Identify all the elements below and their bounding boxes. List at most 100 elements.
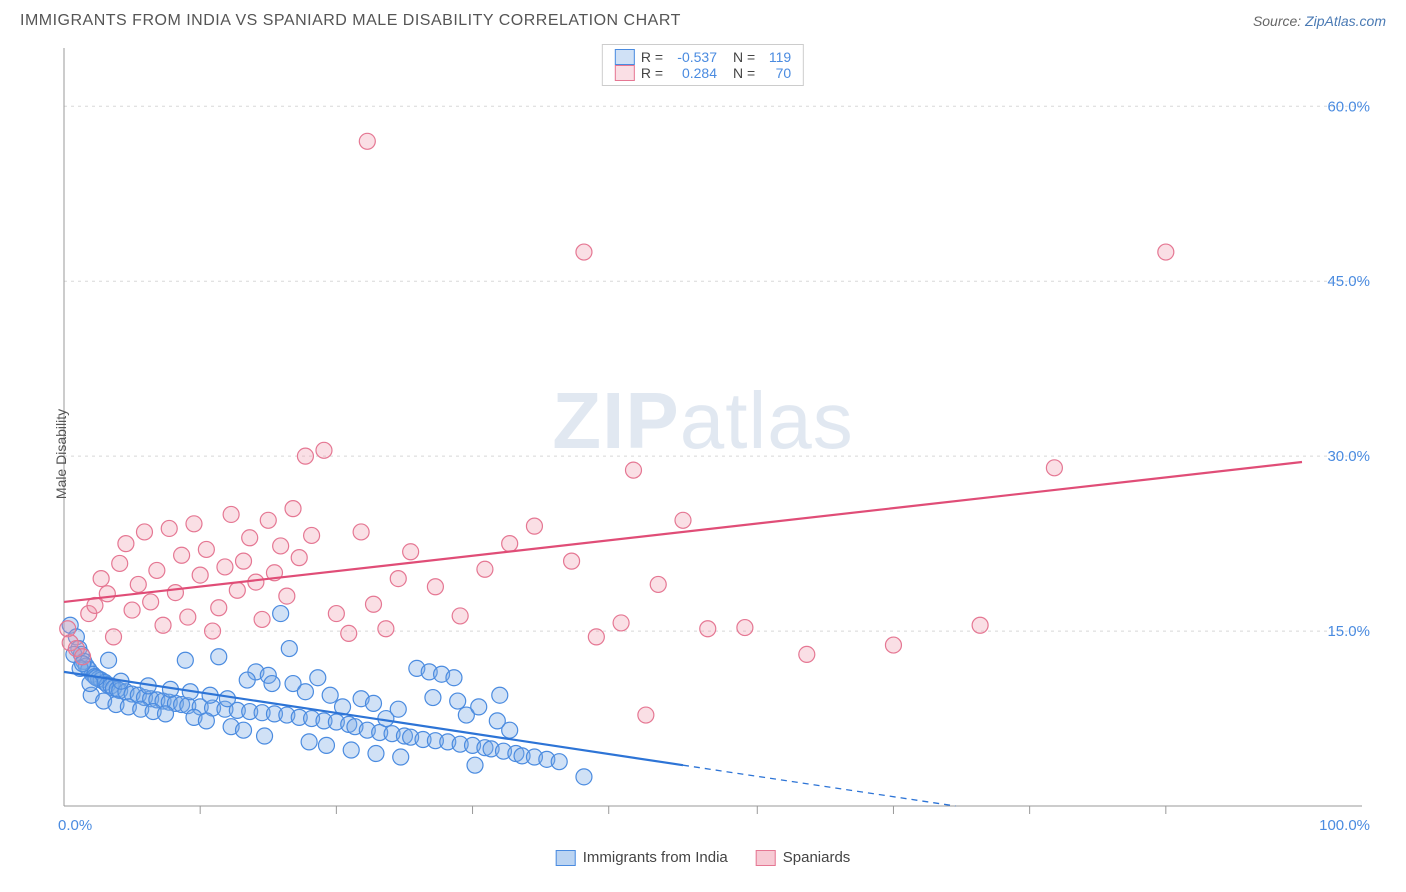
spaniards-point [885,637,901,653]
spaniards-point [161,520,177,536]
spaniards-point [205,623,221,639]
x-tick-label: 100.0% [1319,817,1370,834]
spaniards-point [248,574,264,590]
india-point [198,713,214,729]
spaniards-point [186,516,202,532]
spaniards-point [180,609,196,625]
spaniards-point [390,571,406,587]
legend-swatch [615,49,635,65]
india-point [450,693,466,709]
legend-row-spaniards: R =0.284N =70 [615,65,791,81]
india-point [467,757,483,773]
india-point [264,676,280,692]
spaniards-point [236,553,252,569]
spaniards-point [75,649,91,665]
spaniards-point [799,646,815,662]
spaniards-point [359,133,375,149]
r-value: -0.537 [669,49,717,65]
india-point [310,670,326,686]
spaniards-point [328,606,344,622]
india-point [297,684,313,700]
spaniards-point [99,586,115,602]
india-point [446,670,462,686]
india-point [281,641,297,657]
series-legend-item: Spaniards [756,849,851,866]
spaniards-point [588,629,604,645]
india-point [343,742,359,758]
scatter-chart: 15.0%30.0%45.0%60.0%0.0%100.0% [20,44,1386,864]
spaniards-point [174,547,190,563]
india-point [158,706,174,722]
spaniards-point [675,512,691,528]
spaniards-point [136,524,152,540]
series-name: Spaniards [783,849,851,866]
spaniards-point [564,553,580,569]
india-point [301,734,317,750]
india-point [393,749,409,765]
spaniards-point [155,617,171,633]
series-name: Immigrants from India [583,849,728,866]
source-attribution: Source: ZipAtlas.com [1253,13,1386,29]
spaniards-point [106,629,122,645]
india-point [318,737,334,753]
y-tick-label: 15.0% [1327,623,1370,640]
india-point [502,722,518,738]
spaniards-point [254,611,270,627]
spaniards-point [972,617,988,633]
india-point [177,652,193,668]
india-point [368,746,384,762]
spaniards-point [167,585,183,601]
india-trendline-ext [683,765,955,806]
spaniards-point [613,615,629,631]
source-link[interactable]: ZipAtlas.com [1305,13,1386,29]
y-axis-label: Male Disability [53,409,69,499]
spaniards-point [60,621,76,637]
r-value: 0.284 [669,65,717,81]
spaniards-point [260,512,276,528]
legend-swatch [556,850,576,866]
india-point [492,687,508,703]
y-tick-label: 60.0% [1327,98,1370,115]
spaniards-point [477,561,493,577]
correlation-legend: R =-0.537N =119R =0.284N =70 [602,44,804,86]
spaniards-point [700,621,716,637]
spaniards-point [576,244,592,260]
y-tick-label: 45.0% [1327,273,1370,290]
spaniards-point [378,621,394,637]
chart-title: IMMIGRANTS FROM INDIA VS SPANIARD MALE D… [20,12,681,30]
spaniards-point [143,594,159,610]
spaniards-point [198,541,214,557]
spaniards-point [366,596,382,612]
n-value: 70 [761,65,791,81]
spaniards-point [217,559,233,575]
spaniards-point [297,448,313,464]
india-point [551,754,567,770]
spaniards-point [223,506,239,522]
spaniards-point [737,620,753,636]
spaniards-point [353,524,369,540]
india-point [273,606,289,622]
spaniards-point [452,608,468,624]
spaniards-point [341,625,357,641]
spaniards-point [93,571,109,587]
india-point [425,690,441,706]
spaniards-point [291,550,307,566]
spaniards-point [403,544,419,560]
india-point [82,676,98,692]
series-legend: Immigrants from India Spaniards [556,849,851,866]
india-point [471,699,487,715]
india-point [322,687,338,703]
legend-swatch [756,850,776,866]
spaniards-point [242,530,258,546]
spaniards-point [304,527,320,543]
spaniards-point [285,501,301,517]
spaniards-point [1158,244,1174,260]
spaniards-point [427,579,443,595]
india-point [211,649,227,665]
n-value: 119 [761,49,791,65]
spaniards-point [273,538,289,554]
spaniards-point [130,576,146,592]
spaniards-point [112,555,128,571]
spaniards-point [1046,460,1062,476]
legend-swatch [615,65,635,81]
